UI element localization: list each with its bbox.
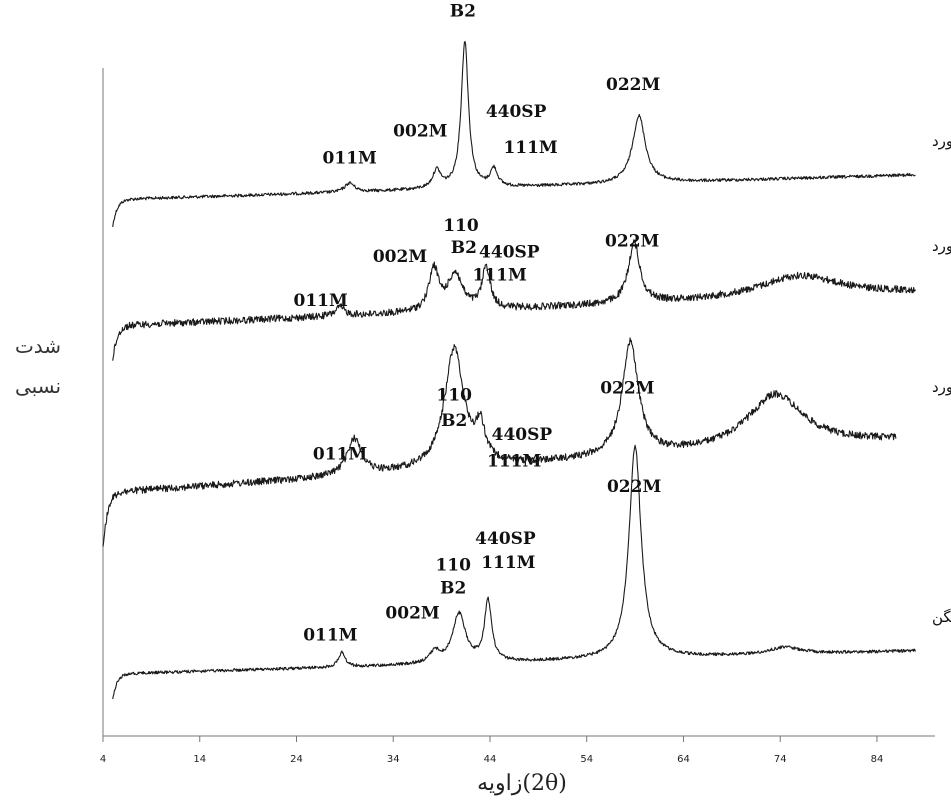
peak-label: 002M xyxy=(393,122,447,142)
series-line-s20 xyxy=(112,40,916,227)
peak-label: 110 xyxy=(443,216,479,236)
peak-label: 111M xyxy=(487,452,541,472)
traces xyxy=(102,40,917,700)
peak-label: B2 xyxy=(450,2,476,22)
x-tick-label: 14 xyxy=(193,754,206,765)
peak-label: 022M xyxy=(607,477,661,497)
x-tick-label: 84 xyxy=(871,754,884,765)
series-labels: نمونه ۲۰٪ نورد نمونه ۱۵٪ نورد نمونه ۱۰٪ نو… xyxy=(932,132,951,626)
series-label-s15: نمونه ۱۵٪ نورد xyxy=(932,237,951,255)
peak-label: 011M xyxy=(303,626,357,646)
x-tick-label: 24 xyxy=(290,754,303,765)
peak-label: B2 xyxy=(451,238,477,258)
peak-label: 011M xyxy=(313,444,367,464)
y-axis-label-line2: نسبی xyxy=(15,374,61,398)
peak-label: 022M xyxy=(600,378,654,398)
peak-label: 440SP xyxy=(486,102,547,122)
peak-label: 440SP xyxy=(492,425,553,445)
peak-label: 110 xyxy=(435,555,471,575)
peak-label: B2 xyxy=(440,578,466,598)
x-ticks: 4 14 24 34 44 54 64 74 84 xyxy=(100,736,884,765)
y-axis-label-line1: شدت xyxy=(15,334,61,358)
peak-label: 022M xyxy=(605,232,659,252)
x-tick-label: 74 xyxy=(774,754,787,765)
series-label-s10: نمونه ۱۰٪ نورد xyxy=(932,378,951,396)
series-label-s0: نمونه همگن xyxy=(932,608,951,626)
peak-label: 022M xyxy=(606,75,660,95)
peak-label: 111M xyxy=(503,138,557,158)
x-tick-label: 44 xyxy=(484,754,497,765)
x-tick-label: 54 xyxy=(580,754,593,765)
x-tick-label: 4 xyxy=(100,754,106,765)
x-tick-label: 64 xyxy=(677,754,690,765)
series-line-s0 xyxy=(112,444,917,700)
peak-label: 002M xyxy=(385,604,439,624)
series-line-s10 xyxy=(102,337,897,547)
x-axis-label: زاویه(2θ) xyxy=(477,771,567,796)
series-line-s15 xyxy=(112,239,916,361)
peak-label: 011M xyxy=(294,291,348,311)
peak-label: 440SP xyxy=(479,243,540,263)
peak-label: 002M xyxy=(373,247,427,267)
peak-label: B2 xyxy=(441,411,467,431)
peak-label: 011M xyxy=(323,149,377,169)
peak-label: 111M xyxy=(472,266,526,286)
peak-label: 440SP xyxy=(475,529,536,549)
peak-label: 111M xyxy=(481,553,535,573)
peak-annotations: 011M002M110B2440SP111M022M011M002M110B24… xyxy=(294,2,662,646)
series-label-s20: نمونه ۲۰٪ نورد xyxy=(932,132,951,150)
x-tick-label: 34 xyxy=(387,754,400,765)
peak-label: 110 xyxy=(436,386,472,406)
